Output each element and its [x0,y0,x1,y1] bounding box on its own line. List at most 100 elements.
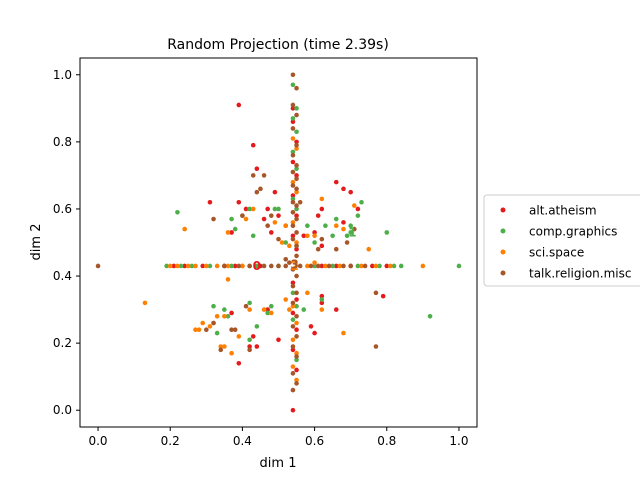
data-point [254,344,260,349]
data-point [312,240,317,245]
data-point [211,216,216,222]
data-point [225,263,231,269]
data-point [229,263,234,269]
data-point [268,230,274,235]
data-point [214,330,220,336]
data-point [341,220,346,225]
data-point [229,230,234,235]
data-point [290,220,296,225]
data-point [330,263,335,269]
data-point [294,203,299,208]
data-point [348,189,353,195]
data-point [236,102,242,108]
data-point [333,307,339,312]
y-tick-label: 1.0 [53,68,72,82]
data-point [290,303,296,309]
data-point [290,152,296,158]
data-point [254,263,260,269]
data-point [294,253,299,259]
data-point [319,307,325,312]
data-point [315,246,321,252]
data-point [312,260,317,265]
data-point [290,290,296,296]
data-point [305,263,310,269]
data-point [261,307,267,312]
data-point [373,344,379,349]
legend-marker [500,249,506,255]
data-point [200,320,206,326]
data-point [294,142,299,148]
data-point [391,263,397,269]
data-point [297,263,303,269]
data-point [287,260,292,265]
data-point [283,256,289,262]
data-point [333,263,339,269]
legend-label: sci.space [529,246,584,260]
data-point [290,267,296,272]
x-axis-label: dim 1 [260,456,297,471]
data-point [204,327,209,333]
data-point [222,307,227,312]
data-point [290,337,296,343]
y-tick-label: 0.8 [53,135,72,149]
y-axis: 0.0 0.2 0.4 0.6 0.8 1.0 [53,68,80,417]
data-point [294,314,299,319]
data-point [380,293,386,299]
data-point [290,196,296,202]
data-point [348,263,353,269]
data-point [290,210,296,215]
data-point [294,354,299,359]
data-point [319,196,325,202]
data-point [341,226,346,232]
cluster-label: 3 [291,257,299,271]
data-point [276,206,281,212]
data-point [222,263,227,269]
legend-label: talk.religion.misc [529,267,631,281]
data-point [294,85,299,91]
data-point [294,320,299,326]
data-point [182,263,187,269]
data-point [294,273,299,279]
data-point [243,303,249,309]
data-point [279,240,285,245]
data-point [427,314,433,319]
x-tick-label: 0.0 [88,434,107,448]
data-point [333,179,339,185]
data-point [232,263,238,269]
data-point [211,320,216,326]
data-point [290,193,296,198]
data-point [294,206,299,212]
data-point [167,263,173,269]
data-point [290,317,296,322]
data-point [214,314,220,319]
data-point [250,334,256,339]
data-point [283,297,289,302]
data-point [294,139,299,145]
data-point [185,263,191,269]
data-point [214,263,220,269]
data-point [290,169,296,175]
data-point [341,330,346,336]
data-point [283,240,289,245]
data-point [250,206,256,212]
data-point [351,226,357,232]
data-point [337,263,343,269]
data-point [225,277,231,282]
annotation-layer: 0 1 23 [253,225,357,273]
data-point [236,263,242,269]
x-axis: 0.0 0.2 0.4 0.6 0.8 1.0 [88,427,469,448]
data-point [297,199,303,205]
data-point [222,314,227,319]
data-point [178,263,184,269]
data-point [218,347,224,353]
data-point [272,189,278,195]
data-point [312,330,317,336]
data-point [294,303,299,309]
data-point [261,263,267,269]
data-point [290,283,296,289]
data-point [290,82,296,88]
data-point [261,173,267,178]
data-point [359,199,364,205]
data-point [294,357,299,363]
legend-marker [500,207,506,213]
